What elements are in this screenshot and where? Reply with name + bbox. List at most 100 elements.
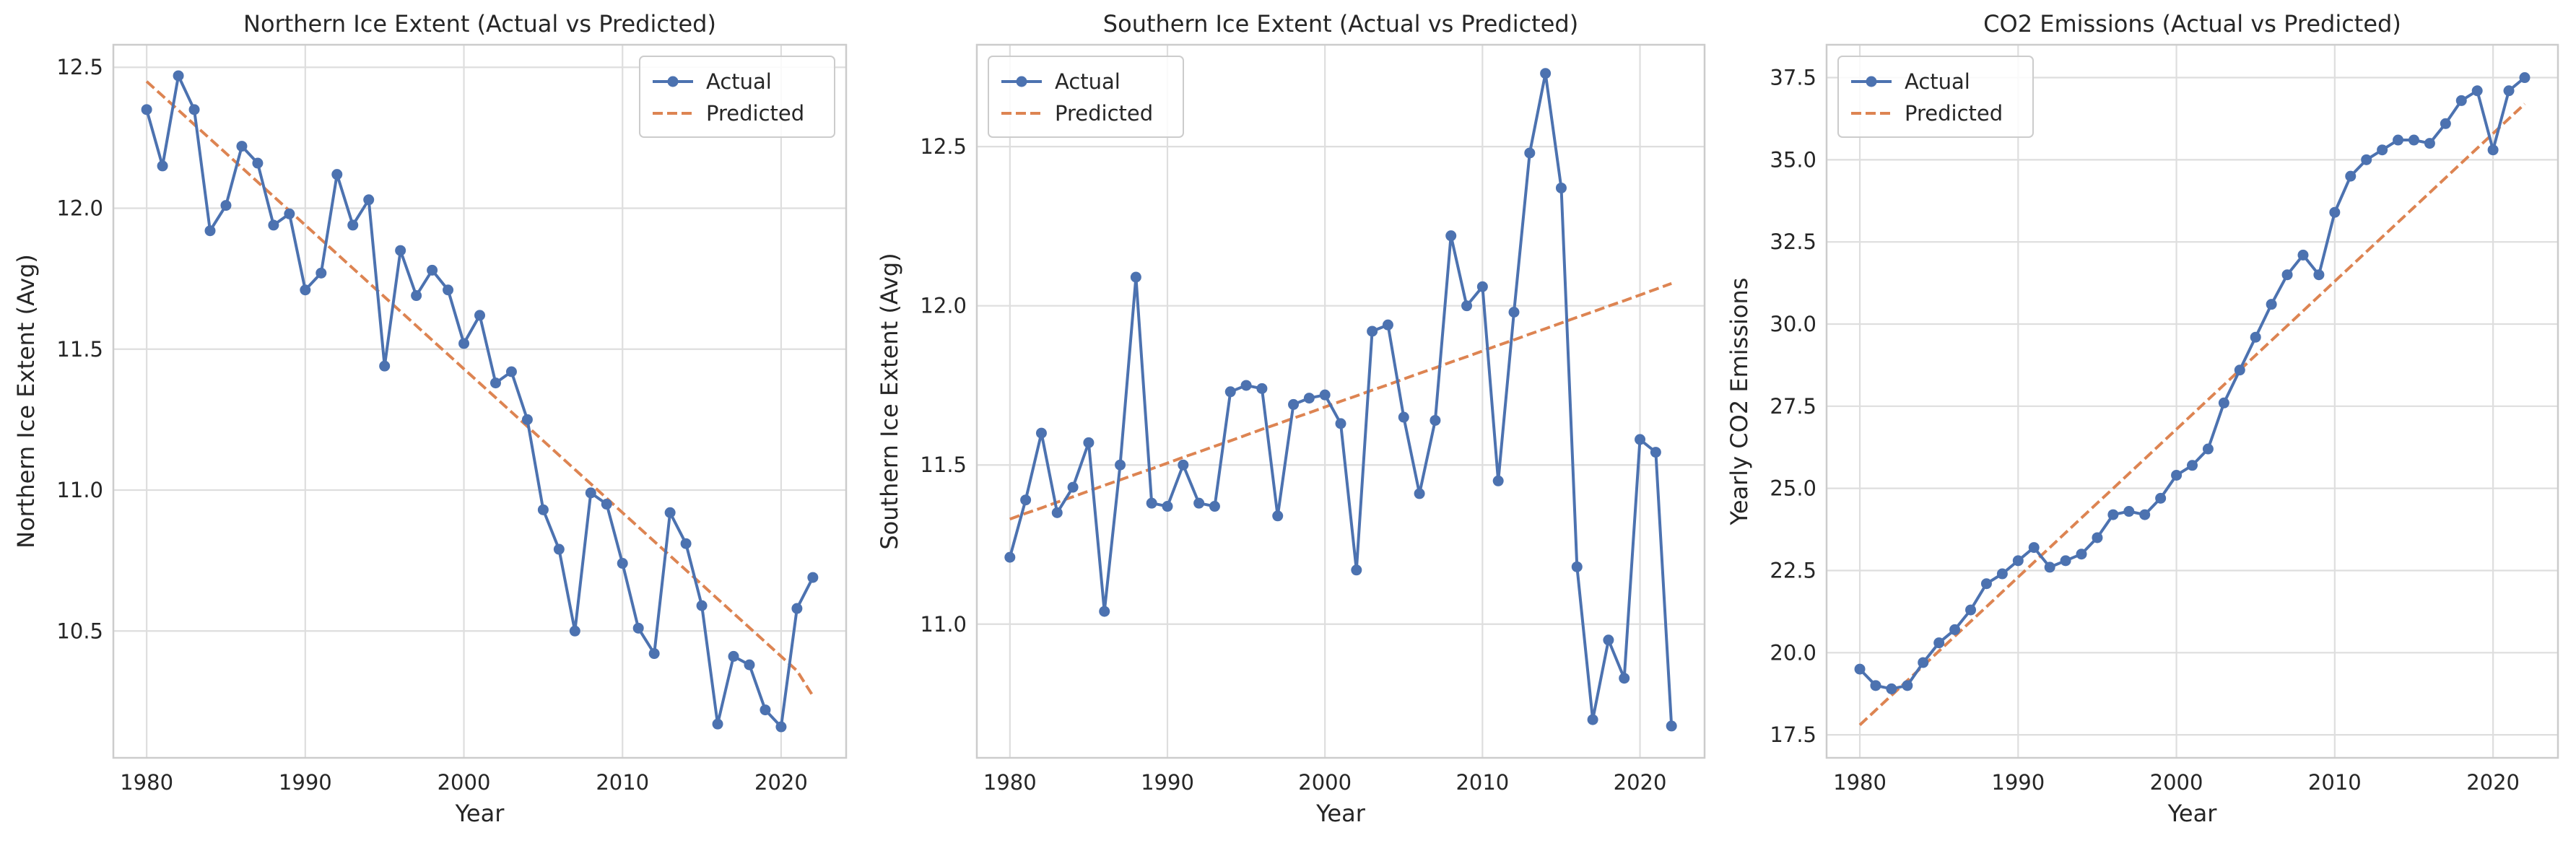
chart-title: Northern Ice Extent (Actual vs Predicted… — [243, 10, 716, 38]
legend-box — [1837, 56, 2034, 138]
x-tick-label: 2010 — [1455, 770, 1509, 795]
data-point-actual — [268, 219, 279, 231]
data-point-actual — [1083, 437, 1095, 448]
data-point-actual — [1414, 488, 1425, 499]
grid-lines — [1827, 45, 2558, 758]
axes-frame — [1825, 43, 2559, 759]
data-point-actual — [141, 104, 152, 115]
data-point-actual — [347, 219, 359, 231]
data-point-actual — [2408, 134, 2419, 146]
y-tick-label: 11.5 — [56, 337, 103, 362]
x-tick-labels: 1980 1990 2000 2010 2020 — [1833, 770, 2520, 795]
x-axis-label: Year — [1315, 800, 1366, 827]
legend-label-actual: Actual — [706, 69, 772, 94]
legend-label-predicted: Predicted — [1055, 101, 1153, 126]
data-point-actual — [2012, 555, 2024, 567]
x-tick-labels: 1980 1990 2000 2010 2020 — [120, 770, 808, 795]
series-markers — [1004, 68, 1677, 732]
data-point-actual — [1193, 497, 1205, 509]
x-tick-label: 2020 — [754, 770, 808, 795]
data-point-actual — [648, 648, 660, 660]
chart-title: Southern Ice Extent (Actual vs Predicted… — [1103, 10, 1578, 38]
data-point-actual — [664, 507, 676, 518]
x-tick-label: 1990 — [1991, 770, 2045, 795]
legend-swatch-actual-marker — [1016, 76, 1027, 87]
axes-frame — [112, 43, 848, 759]
data-point-actual — [1288, 398, 1300, 410]
data-point-actual — [2202, 443, 2214, 455]
x-tick-label: 2010 — [596, 770, 649, 795]
data-point-actual — [1382, 319, 1393, 331]
data-point-actual — [1240, 380, 1252, 391]
data-point-actual — [712, 718, 723, 730]
data-point-actual — [2107, 509, 2119, 520]
x-tick-label: 1980 — [1833, 770, 1887, 795]
y-tick-label: 27.5 — [1770, 394, 1816, 419]
data-point-actual — [1555, 182, 1567, 193]
data-point-actual — [2313, 269, 2325, 281]
data-point-actual — [1115, 459, 1126, 471]
data-point-actual — [2329, 206, 2341, 218]
data-point-actual — [173, 70, 184, 82]
data-point-actual — [601, 499, 612, 510]
data-point-actual — [1650, 447, 1661, 458]
x-tick-label: 2020 — [2466, 770, 2520, 795]
data-point-actual — [443, 284, 454, 296]
data-point-actual — [1980, 578, 1992, 590]
y-tick-label: 17.5 — [1770, 722, 1816, 747]
y-axis-label: Northern Ice Extent (Avg) — [12, 254, 40, 549]
data-point-actual — [553, 543, 565, 555]
data-point-actual — [696, 600, 708, 611]
legend-box — [639, 56, 835, 138]
data-point-actual — [204, 225, 216, 237]
data-point-actual — [1335, 418, 1346, 429]
y-axis-label: Yearly CO2 Emissions — [1726, 278, 1753, 526]
data-point-actual — [617, 558, 628, 569]
y-tick-label: 32.5 — [1770, 230, 1816, 254]
data-point-actual — [474, 310, 485, 321]
y-axis-label: Southern Ice Extent (Avg) — [876, 253, 903, 549]
data-point-actual — [1492, 475, 1504, 486]
data-point-actual — [632, 622, 644, 634]
data-point-actual — [728, 650, 739, 662]
x-tick-labels: 1980 1990 2000 2010 2020 — [983, 770, 1667, 795]
series-markers — [1854, 72, 2531, 694]
legend: Actual Predicted — [988, 56, 1184, 138]
data-point-actual — [2250, 331, 2261, 343]
data-point-actual — [2361, 154, 2372, 165]
data-point-actual — [2218, 397, 2229, 409]
data-point-actual — [458, 338, 470, 349]
data-point-actual — [1540, 68, 1552, 79]
data-point-actual — [2092, 532, 2103, 543]
legend-label-actual: Actual — [1905, 69, 1970, 94]
grid-lines — [977, 45, 1705, 758]
legend: Actual Predicted — [639, 56, 835, 138]
data-point-actual — [1461, 300, 1473, 312]
chart-title: CO2 Emissions (Actual vs Predicted) — [1983, 10, 2401, 38]
data-point-actual — [775, 721, 787, 733]
data-point-actual — [2028, 542, 2040, 554]
data-point-actual — [807, 572, 819, 583]
data-point-actual — [252, 157, 264, 169]
data-point-actual — [2455, 95, 2467, 106]
data-point-actual — [2377, 144, 2388, 156]
data-point-actual — [2187, 460, 2198, 471]
data-point-actual — [537, 504, 549, 515]
data-point-actual — [1870, 680, 1881, 691]
y-tick-label: 10.5 — [56, 619, 103, 643]
x-tick-label: 1990 — [279, 770, 332, 795]
data-point-actual — [489, 377, 501, 389]
data-point-actual — [2266, 299, 2277, 310]
data-point-actual — [1130, 271, 1141, 283]
data-point-actual — [1571, 561, 1583, 572]
data-point-actual — [1004, 551, 1016, 563]
data-point-actual — [1949, 624, 1961, 635]
y-tick-labels: 10.5 11.0 11.5 12.0 12.5 — [56, 55, 103, 643]
legend: Actual Predicted — [1837, 56, 2034, 138]
data-point-actual — [1367, 326, 1378, 337]
data-point-actual — [220, 200, 232, 211]
data-point-actual — [395, 245, 406, 256]
data-point-actual — [505, 366, 517, 377]
data-point-actual — [585, 487, 596, 499]
